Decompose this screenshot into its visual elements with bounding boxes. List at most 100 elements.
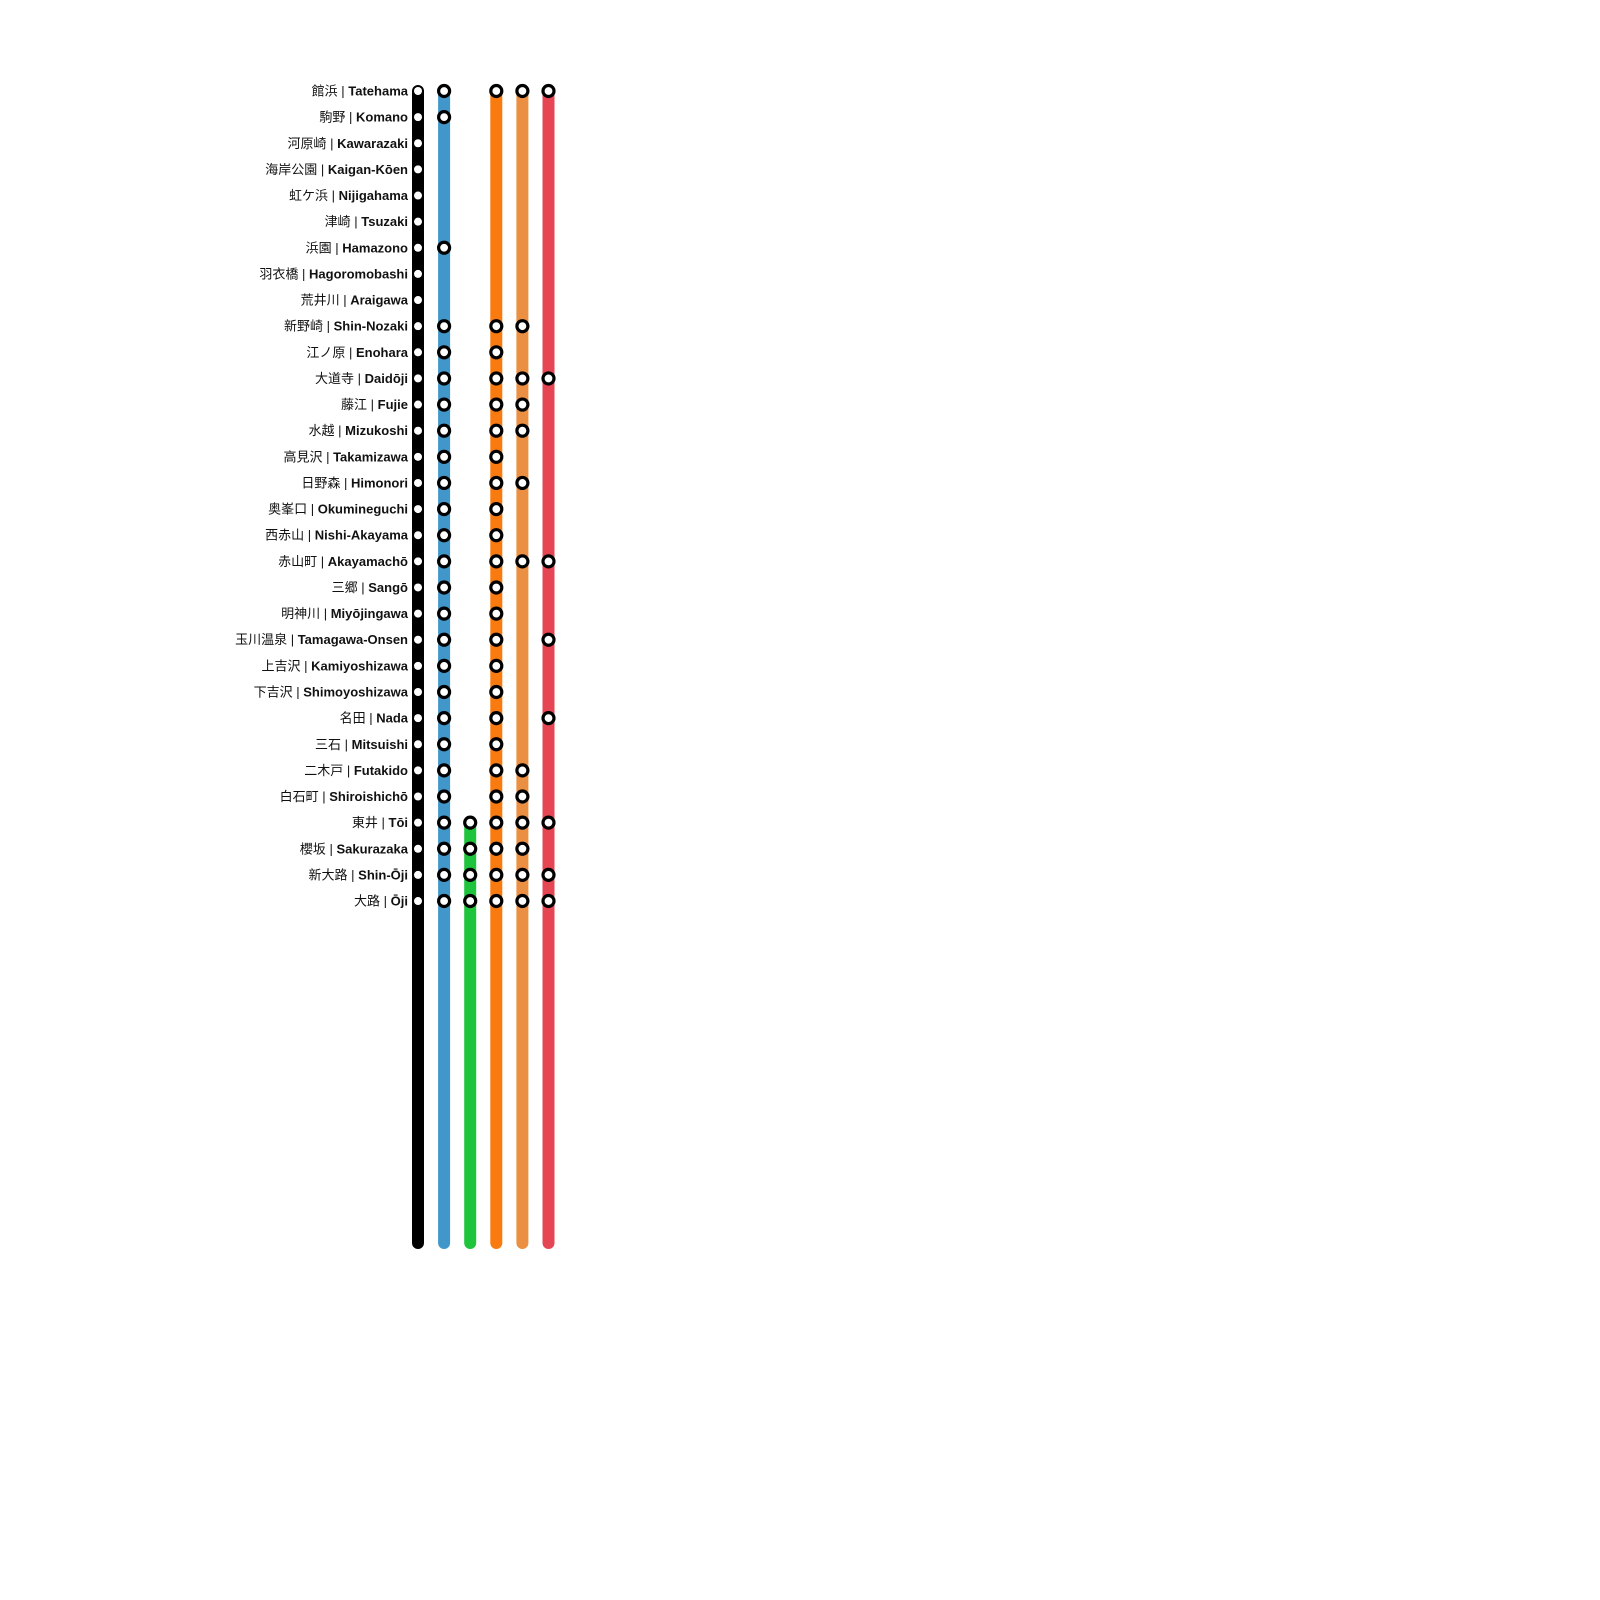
station-stop-marker <box>437 397 452 412</box>
station-label: 日野森 | Himonori <box>301 475 408 490</box>
station-label: 浜園 | Hamazono <box>306 240 408 255</box>
station-stop-marker <box>541 554 556 569</box>
station-stop-marker <box>414 191 422 200</box>
station-stop-marker <box>437 240 452 255</box>
station-stop-marker <box>437 501 452 517</box>
label-separator: | <box>354 371 365 386</box>
station-name-ja: 赤山町 <box>278 554 317 569</box>
station-stop-marker <box>541 83 556 99</box>
station-label: 新大路 | Shin-Ōji <box>309 867 408 882</box>
station-stop-marker <box>515 475 530 491</box>
station-name-en: Shimoyoshizawa <box>303 684 409 699</box>
station-stop-marker <box>463 893 478 909</box>
station-stop-marker <box>489 815 504 830</box>
label-separator: | <box>358 580 369 595</box>
station-name-en: Komano <box>356 110 408 125</box>
station-stop-marker <box>515 841 530 856</box>
station-label: 三石 | Mitsuishi <box>315 737 408 752</box>
station-stop-marker <box>437 815 452 830</box>
station-stop-marker <box>463 841 478 856</box>
station-label: 三郷 | Sangō <box>332 580 408 595</box>
station-name-ja: 櫻坂 <box>300 841 326 856</box>
station-name-ja: 名田 <box>340 711 366 726</box>
station-stop-marker <box>489 893 504 909</box>
label-separator: | <box>293 684 304 699</box>
station-name-ja: 江ノ原 <box>306 345 345 360</box>
station-stop-marker <box>414 687 422 696</box>
station-name-en: Kamiyoshizawa <box>311 658 409 673</box>
station-stop-marker <box>414 322 422 331</box>
station-name-en: Mitsuishi <box>352 737 408 752</box>
station-stop-marker <box>437 83 452 99</box>
label-separator: | <box>343 763 354 778</box>
station-stop-marker <box>414 557 422 566</box>
station-stop-marker <box>414 661 422 670</box>
station-name-ja: 大路 <box>354 894 380 909</box>
station-name-en: Shin-Ōji <box>358 867 408 882</box>
station-stop-marker <box>414 217 422 226</box>
station-stop-marker <box>414 269 422 278</box>
station-stop-marker <box>414 426 422 435</box>
label-separator: | <box>298 266 309 281</box>
station-stop-marker <box>437 867 452 883</box>
label-separator: | <box>307 502 318 517</box>
station-name-en: Tamagawa-Onsen <box>298 632 408 647</box>
station-label: 奥峯口 | Okumineguchi <box>268 502 408 517</box>
station-label: 館浜 | Tatehama <box>312 84 409 99</box>
station-stop-marker <box>515 371 530 386</box>
station-stop-marker <box>489 83 504 99</box>
label-separator: | <box>351 214 362 229</box>
station-stop-marker <box>541 632 556 647</box>
station-stop-marker <box>437 449 452 464</box>
station-stop-marker <box>414 243 422 252</box>
station-stop-marker <box>437 632 452 647</box>
station-name-en: Hamazono <box>342 240 408 255</box>
station-stop-marker <box>437 319 452 334</box>
label-separator: | <box>322 449 333 464</box>
station-stop-marker <box>515 867 530 883</box>
station-name-en: Shin-Nozaki <box>334 319 408 334</box>
station-stop-marker <box>437 763 452 778</box>
station-stop-marker <box>414 766 422 775</box>
station-name-en: Sakurazaka <box>336 841 408 856</box>
station-stop-marker <box>437 684 452 700</box>
station-stop-marker <box>489 345 504 360</box>
label-separator: | <box>345 110 356 125</box>
label-separator: | <box>341 737 352 752</box>
station-stop-marker <box>414 296 422 305</box>
station-label: 西赤山 | Nishi-Akayama <box>265 528 409 543</box>
station-stop-marker <box>437 423 452 438</box>
station-stop-marker <box>414 348 422 357</box>
station-name-ja: 新野崎 <box>284 319 323 334</box>
station-stop-marker <box>541 867 556 883</box>
station-name-ja: 荒井川 <box>301 293 340 308</box>
station-name-en: Shiroishichō <box>329 789 408 804</box>
station-name-en: Mizukoshi <box>345 423 408 438</box>
station-stop-marker <box>437 658 452 673</box>
station-stop-marker <box>489 606 504 621</box>
station-name-ja: 奥峯口 <box>268 502 307 517</box>
station-stop-marker <box>515 319 530 334</box>
station-stop-marker <box>541 815 556 830</box>
label-separator: | <box>327 136 338 151</box>
station-stop-marker <box>414 452 422 461</box>
station-name-ja: 海岸公園 <box>265 162 317 177</box>
station-stop-marker <box>414 165 422 174</box>
station-stop-marker <box>541 371 556 386</box>
station-label: 河原崎 | Kawarazaki <box>288 136 408 151</box>
station-stop-marker <box>489 423 504 438</box>
station-stop-marker <box>414 870 422 879</box>
label-separator: | <box>317 162 328 177</box>
label-separator: | <box>317 554 328 569</box>
station-name-ja: 羽衣橋 <box>259 266 298 281</box>
station-stop-marker <box>489 763 504 778</box>
station-stop-marker <box>414 818 422 827</box>
station-label: 東井 | Tōi <box>352 815 408 830</box>
label-separator: | <box>328 188 339 203</box>
label-separator: | <box>319 789 330 804</box>
station-stop-marker <box>515 893 530 909</box>
station-label: 赤山町 | Akayamachō <box>278 554 408 569</box>
station-stop-marker <box>414 609 422 618</box>
station-stop-marker <box>489 684 504 700</box>
